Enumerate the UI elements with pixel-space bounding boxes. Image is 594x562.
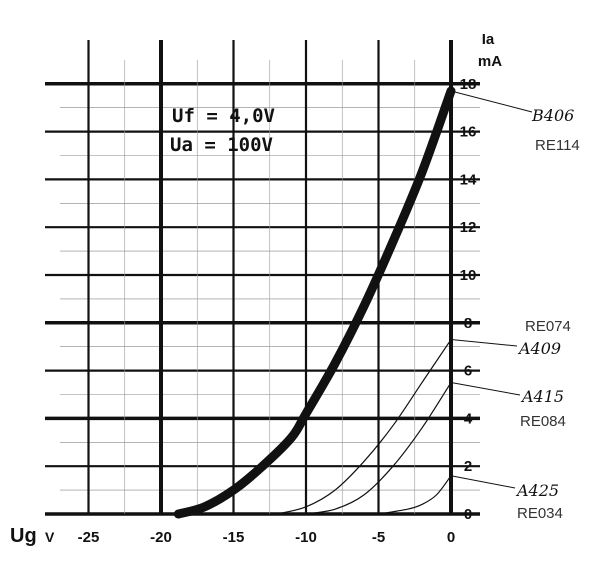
- y-tick-label: 0: [464, 506, 472, 523]
- y-axis-unit: mA: [478, 53, 502, 70]
- label-b406: B406: [531, 106, 574, 125]
- x-axis-label: Ug: [10, 525, 37, 547]
- x-tick-label: -20: [150, 529, 172, 546]
- y-tick-label: 16: [460, 124, 477, 141]
- y-tick-label: 12: [460, 219, 477, 236]
- x-tick-label: -25: [78, 529, 100, 546]
- curve-a409: [276, 338, 452, 515]
- y-tick-label: 6: [464, 363, 472, 380]
- x-axis-unit: V: [45, 529, 55, 545]
- label-re034: RE034: [517, 505, 563, 522]
- curves: [173, 86, 456, 519]
- x-tick-label: 0: [447, 529, 455, 546]
- label-re084: RE084: [520, 413, 566, 430]
- tick-labels: 0 2 4 6 8 10 12 14 16 18 -25 -20 -15 -10 -5 0: [78, 76, 477, 546]
- label-re074: RE074: [525, 318, 571, 335]
- label-leader-line: [450, 339, 518, 347]
- curve-a415: [305, 381, 452, 515]
- x-tick-label: -10: [295, 529, 317, 546]
- label-a415: A415: [520, 387, 564, 406]
- label-a425: A425: [515, 481, 559, 500]
- condition-anode-voltage: Ua = 100V: [170, 134, 273, 156]
- label-leader-line: [450, 475, 516, 489]
- label-a409: A409: [517, 339, 561, 358]
- y-axis-label: Ia: [482, 31, 495, 48]
- x-tick-label: -5: [372, 529, 385, 546]
- label-leader-line: [450, 90, 533, 113]
- y-tick-label: 14: [460, 171, 477, 188]
- y-tick-label: 4: [464, 410, 473, 427]
- label-leader-line: [450, 382, 521, 396]
- y-tick-label: 8: [464, 315, 472, 332]
- x-tick-label: -15: [223, 529, 245, 546]
- y-tick-label: 2: [464, 458, 472, 475]
- y-tick-label: 18: [460, 76, 477, 93]
- y-tick-label: 10: [460, 267, 477, 284]
- curve-b406: [173, 86, 456, 519]
- label-leader-lines: [450, 90, 533, 489]
- curve-a425: [377, 475, 452, 515]
- label-re114: RE114: [535, 137, 580, 154]
- condition-heater-voltage: Uf = 4,0V: [172, 105, 275, 127]
